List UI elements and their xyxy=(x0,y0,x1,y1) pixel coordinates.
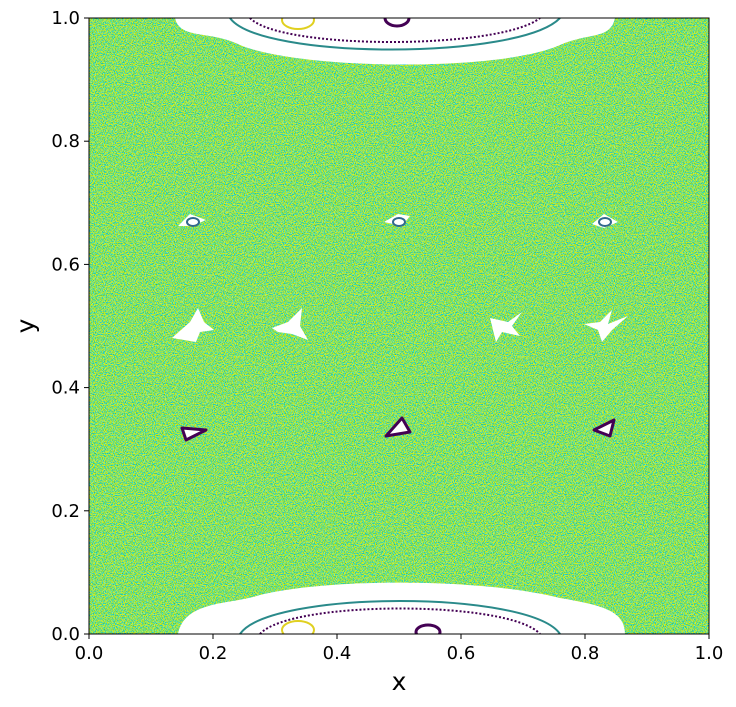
y-tick-label: 0.4 xyxy=(51,378,80,399)
x-tick-label: 0.2 xyxy=(199,643,228,664)
y-tick-label: 0.2 xyxy=(51,501,80,522)
x-tick-label: 0.8 xyxy=(571,643,600,664)
x-tick-label: 0.4 xyxy=(323,643,352,664)
x-tick-label: 1.0 xyxy=(695,643,724,664)
y-tick-label: 0.0 xyxy=(51,624,80,645)
x-axis-label: x xyxy=(392,667,407,696)
x-tick-label: 0.6 xyxy=(447,643,476,664)
y-tick-label: 1.0 xyxy=(51,8,80,29)
point-cloud xyxy=(89,18,709,634)
y-axis-label: y xyxy=(11,318,40,333)
y-tick-label: 0.8 xyxy=(51,131,80,152)
x-tick-label: 0.0 xyxy=(75,643,104,664)
y-tick-label: 0.6 xyxy=(51,254,80,275)
plot-frame xyxy=(88,17,710,635)
